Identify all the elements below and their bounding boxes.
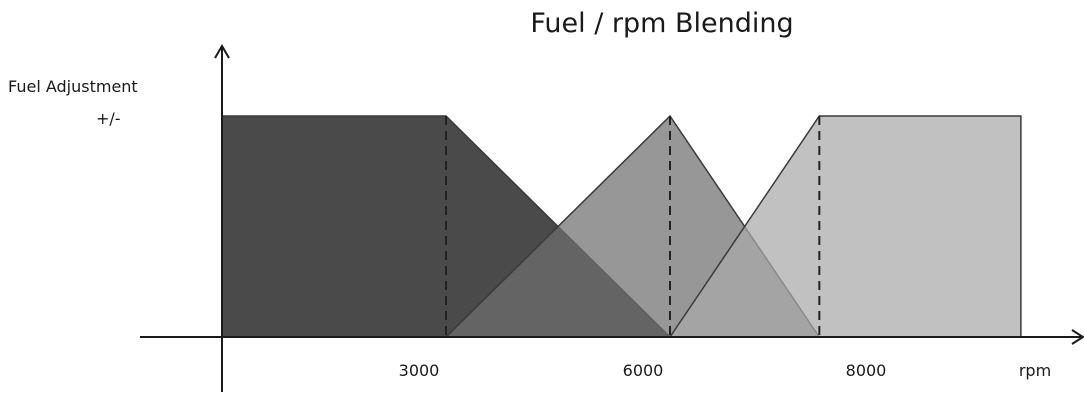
x-axis-unit-label: rpm [1019,361,1051,380]
diagram-title: Fuel / rpm Blending [530,8,793,39]
tick-label-6000: 6000 [623,361,664,380]
y-axis-arrow-icon [214,44,230,59]
tick-label-8000: 8000 [846,361,887,380]
membership-regions [221,114,1022,338]
y-axis-label: Fuel Adjustment [8,77,138,96]
tick-label-3000: 3000 [399,361,440,380]
y-axis-sign-label: +/- [96,109,121,128]
rpm-markers [445,116,821,337]
x-axis-arrow-icon [1071,329,1084,345]
